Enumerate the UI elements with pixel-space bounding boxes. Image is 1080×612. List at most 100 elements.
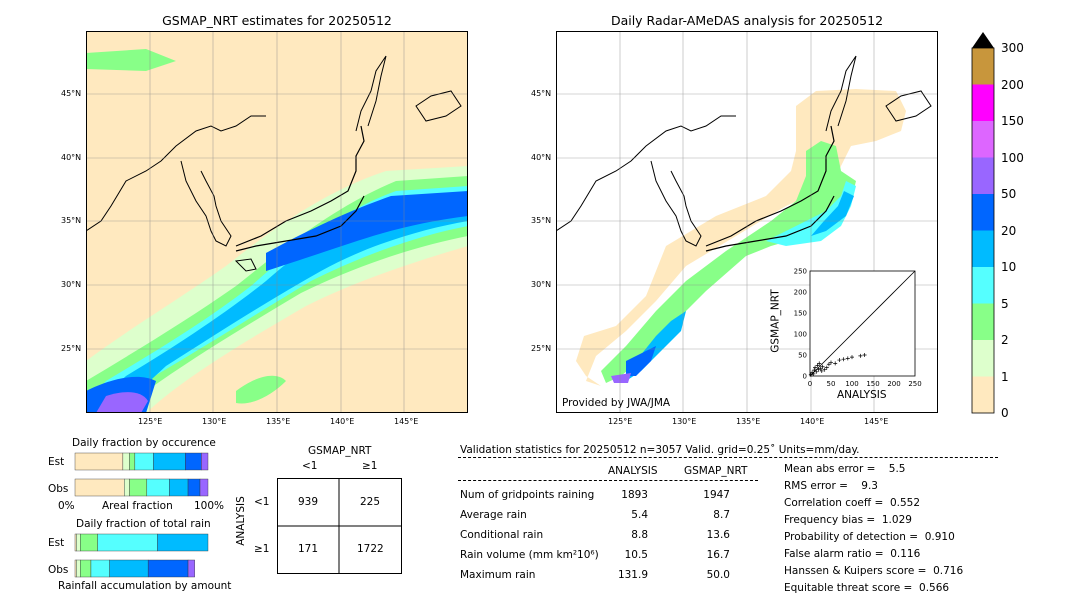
rain-row-est: Est (48, 537, 65, 549)
occurrence-axis-right: 100% (194, 500, 225, 512)
scatter-point (820, 364, 825, 369)
colorbar-label: 1 (1001, 369, 1009, 384)
right-lon-130: 130°E (672, 417, 697, 426)
score-correlation: Correlation coeff = 0.552 (784, 497, 920, 509)
scatter-point (817, 361, 822, 366)
right-lat-45: 45°N (531, 89, 552, 98)
stat-label-maximum: Maximum rain (460, 569, 536, 581)
fraction-bar-segment (76, 533, 81, 552)
fraction-bar-segment (80, 559, 92, 578)
stat-gsmap-gridpoints: 1947 (703, 489, 730, 501)
colorbar-block (972, 340, 994, 377)
fraction-bar-segment (134, 452, 154, 471)
score-pod: Probability of detection = 0.910 (784, 531, 955, 543)
colorbar-label: 100 (1001, 150, 1024, 165)
contingency-cell-00: 939 (298, 496, 319, 508)
right-lon-125: 125°E (608, 417, 633, 426)
colorbar-label: 200 (1001, 77, 1024, 92)
fraction-bar-segment (129, 478, 148, 497)
contingency-row-ge1: ≥1 (254, 543, 270, 555)
contingency-row-lt1: <1 (254, 496, 270, 508)
stat-gsmap-conditional: 13.6 (706, 529, 730, 541)
colorbar-block (972, 376, 994, 413)
fraction-bar-segment (187, 478, 201, 497)
colorbar-block (972, 157, 994, 194)
colorbar-block (972, 84, 994, 121)
contingency-title: GSMAP_NRT (308, 445, 372, 457)
fraction-bar-segment (199, 478, 209, 497)
stat-analysis-average: 5.4 (631, 509, 648, 521)
colorbar-block (972, 230, 994, 267)
fraction-bar-segment (90, 559, 110, 578)
contingency-row-title: ANALYSIS (234, 496, 247, 546)
scatter-point (845, 356, 850, 361)
colorbar-block (972, 194, 994, 231)
fraction-bar-segment (187, 559, 195, 578)
inset-y-tick: 250 (794, 268, 807, 276)
data-credit: Provided by JWA/JMA (562, 397, 671, 409)
contingency-col-ge1: ≥1 (362, 460, 378, 472)
inset-x-tick: 50 (827, 380, 836, 388)
fraction-bar-segment (169, 478, 189, 497)
left-lat-35: 35°N (61, 216, 82, 225)
occurrence-row-obs: Obs (48, 483, 69, 495)
contingency-cell-11: 1722 (357, 543, 384, 555)
score-frequency-bias: Frequency bias = 1.029 (784, 514, 912, 526)
colorbar-block (972, 121, 994, 158)
scatter-point (819, 368, 824, 373)
inset-x-tick: 150 (866, 380, 879, 388)
fraction-bar-segment (157, 533, 209, 552)
left-lon-135: 135°E (266, 417, 291, 426)
scatter-point (850, 355, 854, 360)
score-ets: Equitable threat score = 0.566 (784, 582, 950, 594)
right-lon-140: 140°E (800, 417, 825, 426)
fraction-bar-segment (124, 478, 130, 497)
scatter-point (813, 365, 818, 370)
colorbar-label: 150 (1001, 114, 1024, 128)
score-hk: Hanssen & Kuipers score = 0.716 (784, 565, 964, 577)
scatter-point (808, 372, 813, 377)
right-lon-145: 145°E (864, 417, 889, 426)
left-map-title: GSMAP_NRT estimates for 20250512 (162, 13, 392, 28)
right-lat-30: 30°N (531, 280, 552, 289)
inset-y-tick: 200 (794, 289, 807, 297)
rain-fraction-bars (74, 533, 209, 578)
inset-scatter: 00 50 50 100 100 150 150 200 200 250 250 (794, 268, 922, 389)
colorbar-block (972, 48, 994, 85)
fraction-bar-segment (74, 452, 124, 471)
colorbar-label: 300 (1001, 41, 1024, 55)
fraction-bar-segment (80, 533, 98, 552)
stat-analysis-maximum: 131.9 (617, 569, 648, 581)
right-lat-35: 35°N (531, 216, 552, 225)
rain-fraction-footer: Rainfall accumulation by amount (58, 580, 232, 592)
colorbar-label: 50 (1001, 187, 1017, 201)
scatter-point (812, 368, 817, 373)
score-far: False alarm ratio = 0.116 (784, 548, 921, 560)
right-lat-25: 25°N (531, 344, 552, 353)
right-map-title: Daily Radar-AMeDAS analysis for 20250512 (610, 13, 884, 28)
scatter-point (818, 366, 823, 371)
inset-x-tick: 250 (908, 380, 921, 388)
scatter-point (837, 358, 842, 363)
score-rmse: RMS error = 9.3 (784, 480, 878, 492)
fraction-bar-segment (153, 452, 186, 471)
inset-xlabel: ANALYSIS (837, 389, 887, 401)
colorbar-label: 10 (1001, 260, 1017, 274)
contingency-grid (277, 478, 402, 574)
left-lon-130: 130°E (202, 417, 227, 426)
colorbar-block (972, 303, 994, 340)
left-lon-125: 125°E (138, 417, 163, 426)
stat-label-gridpoints: Num of gridpoints raining (460, 489, 595, 501)
right-map (556, 31, 938, 413)
validation-col-analysis: ANALYSIS (608, 465, 658, 477)
scatter-point (829, 360, 833, 365)
scatter-point (815, 363, 820, 368)
fraction-bar-segment (76, 559, 81, 578)
colorbar-arrow (972, 32, 994, 48)
contingency-cell-10: 171 (298, 543, 319, 555)
inset-y-tick: 100 (794, 331, 807, 339)
fraction-bar-segment (97, 533, 158, 552)
validation-col-gsmap: GSMAP_NRT (684, 465, 748, 477)
left-lat-30: 30°N (61, 280, 82, 289)
scatter-point (816, 367, 821, 372)
